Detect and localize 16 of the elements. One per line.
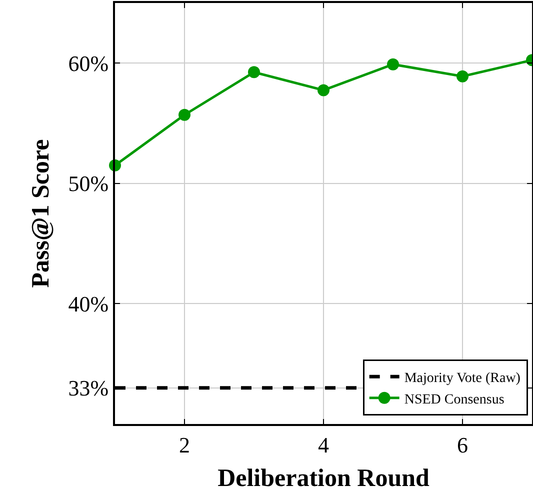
y-tick-label: 60% [68,50,109,76]
point [318,84,330,96]
legend-label: Majority Vote (Raw) [404,371,521,386]
y-tick-label: 33% [68,376,109,401]
point [248,66,260,78]
x-tick-label: 4 [318,432,329,458]
x-tick-label: 2 [179,432,190,458]
y-tick-label: 50% [68,171,109,196]
y-axis-title: Pass@1 Score [28,139,55,288]
point [178,108,190,121]
point [456,70,468,82]
legend-label: NSED Consensus [404,392,504,408]
x-axis-title: Deliberation Round [218,464,430,492]
point [387,58,399,70]
y-tick-label: 40% [68,291,109,316]
x-tick-label: 6 [457,432,468,458]
